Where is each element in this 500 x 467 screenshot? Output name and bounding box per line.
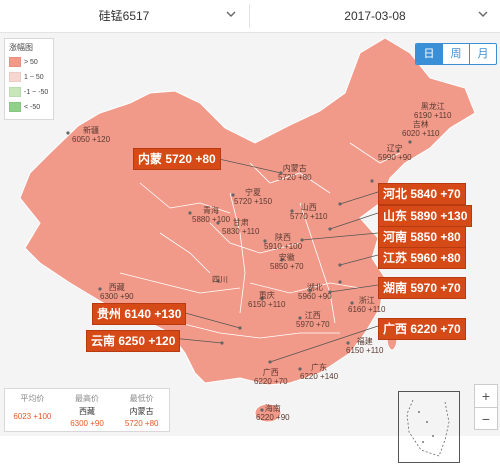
- stat-label: 最高价: [75, 394, 99, 403]
- stat-region: 西藏: [79, 407, 95, 416]
- inset-map: [406, 399, 450, 457]
- map-label-xizang: 西藏 6300 +90: [100, 283, 134, 301]
- map-label-liaoning: 辽宁 5990 +90: [378, 144, 412, 162]
- legend-swatch: [9, 72, 21, 82]
- legend-item: > 50: [9, 57, 38, 67]
- product-selector[interactable]: 硅锰6517: [0, 0, 248, 32]
- map-label-anhui: 安徽 5850 +70: [270, 253, 304, 271]
- callout-guangxi[interactable]: 广西 6220 +70: [378, 318, 466, 340]
- legend-label: > 50: [24, 58, 38, 66]
- product-selector-value: 硅锰6517: [98, 9, 150, 23]
- divider: [249, 4, 250, 28]
- map-label-guangdong: 广东 6220 +140: [300, 363, 339, 381]
- legend: 涨幅图 > 50 1 ~ 50 -1 ~ -50 < -50: [4, 38, 54, 120]
- stat-value: 5720 +80: [124, 419, 159, 428]
- map-label-shaanxi: 陕西 5910 +100: [264, 233, 303, 251]
- legend-swatch: [9, 87, 21, 97]
- map-label-hainan: 海南 6220 +90: [256, 404, 290, 422]
- callout-henan[interactable]: 河南 5850 +80: [378, 226, 466, 248]
- period-month[interactable]: 月: [469, 44, 496, 64]
- period-toggle: 日 周 月: [415, 43, 497, 65]
- china-map[interactable]: [0, 33, 500, 436]
- callout-shandong[interactable]: 山东 5890 +130: [378, 205, 473, 227]
- map-label-guangxi: 广西 6220 +70: [254, 368, 288, 386]
- legend-title: 涨幅图: [9, 43, 33, 52]
- province-dots: [66, 131, 412, 412]
- stat-lowest: 最低价 内蒙古 5720 +80: [114, 389, 169, 431]
- callout-yunnan[interactable]: 云南 6250 +120: [86, 330, 181, 352]
- stat-average: 平均价 6023 +100: [5, 389, 60, 431]
- stat-label: 平均价: [20, 394, 45, 403]
- map-label-sichuan: 四川: [212, 275, 228, 284]
- map-label-hubei: 湖北 5960 +90: [298, 283, 332, 301]
- south-china-sea-inset: [398, 391, 460, 463]
- date-selector-value: 2017-03-08: [344, 9, 406, 23]
- legend-item: -1 ~ -50: [9, 87, 48, 97]
- province-borders: [119, 142, 401, 339]
- map-label-xinjiang: 新疆 6050 +120: [72, 126, 111, 144]
- zoom-controls: + −: [474, 384, 498, 430]
- map-label-gansu: 甘肃 5830 +110: [222, 218, 260, 236]
- map-area[interactable]: 新疆 6050 +120 黑龙江 6190 +110 吉林 6020 +110 辽宁 5…: [0, 33, 500, 463]
- period-day[interactable]: 日: [416, 44, 442, 64]
- map-label-zhejiang: 浙江 6160 +110: [348, 296, 386, 314]
- map-label-chongqing: 重庆 6150 +110: [248, 291, 286, 309]
- chevron-down-icon[interactable]: [226, 9, 236, 19]
- stat-label: 最低价: [129, 394, 154, 403]
- date-selector[interactable]: 2017-03-08: [250, 0, 500, 32]
- stat-region: 内蒙古: [129, 407, 154, 416]
- stat-highest: 最高价 西藏 6300 +90: [60, 389, 115, 431]
- price-stats: 平均价 6023 +100 最高价 西藏 6300 +90 最低价 内蒙古 57…: [4, 388, 170, 432]
- map-label-jilin: 吉林 6020 +110: [402, 120, 440, 138]
- callout-hunan[interactable]: 湖南 5970 +70: [378, 277, 466, 299]
- stat-value: 6300 +90: [70, 419, 104, 428]
- callout-jiangsu[interactable]: 江苏 5960 +80: [378, 247, 466, 269]
- callout-hebei[interactable]: 河北 5840 +70: [378, 183, 466, 205]
- legend-label: 1 ~ 50: [24, 73, 44, 81]
- map-label-heilongjiang: 黑龙江 6190 +110: [414, 102, 452, 120]
- legend-item: 1 ~ 50: [9, 72, 44, 82]
- map-label-qinghai: 青海 5880 +100: [192, 206, 231, 224]
- top-bar: 硅锰6517 2017-03-08: [0, 0, 500, 33]
- legend-label: -1 ~ -50: [24, 88, 49, 96]
- legend-label: < -50: [24, 103, 41, 111]
- callout-neimenggu[interactable]: 内蒙 5720 +80: [133, 148, 221, 170]
- callout-guizhou[interactable]: 贵州 6140 +130: [92, 303, 187, 325]
- period-week[interactable]: 周: [442, 44, 469, 64]
- stat-value: 6023 +100: [13, 412, 52, 421]
- map-label-neimenggu: 内蒙古 5720 +80: [278, 164, 312, 182]
- zoom-in-button[interactable]: +: [475, 385, 497, 408]
- map-label-ningxia: 宁夏 5720 +150: [234, 188, 273, 206]
- map-label-jiangxi: 江西 5970 +70: [296, 311, 330, 329]
- chevron-down-icon[interactable]: [478, 9, 488, 19]
- legend-swatch: [9, 57, 21, 67]
- map-label-shanxi: 山西 5770 +110: [290, 203, 328, 221]
- china-mainland-shape: [19, 37, 476, 386]
- map-label-fujian: 福建 6150 +110: [346, 337, 384, 355]
- legend-swatch: [9, 102, 21, 112]
- zoom-out-button[interactable]: −: [481, 411, 491, 427]
- legend-item: < -50: [9, 102, 40, 112]
